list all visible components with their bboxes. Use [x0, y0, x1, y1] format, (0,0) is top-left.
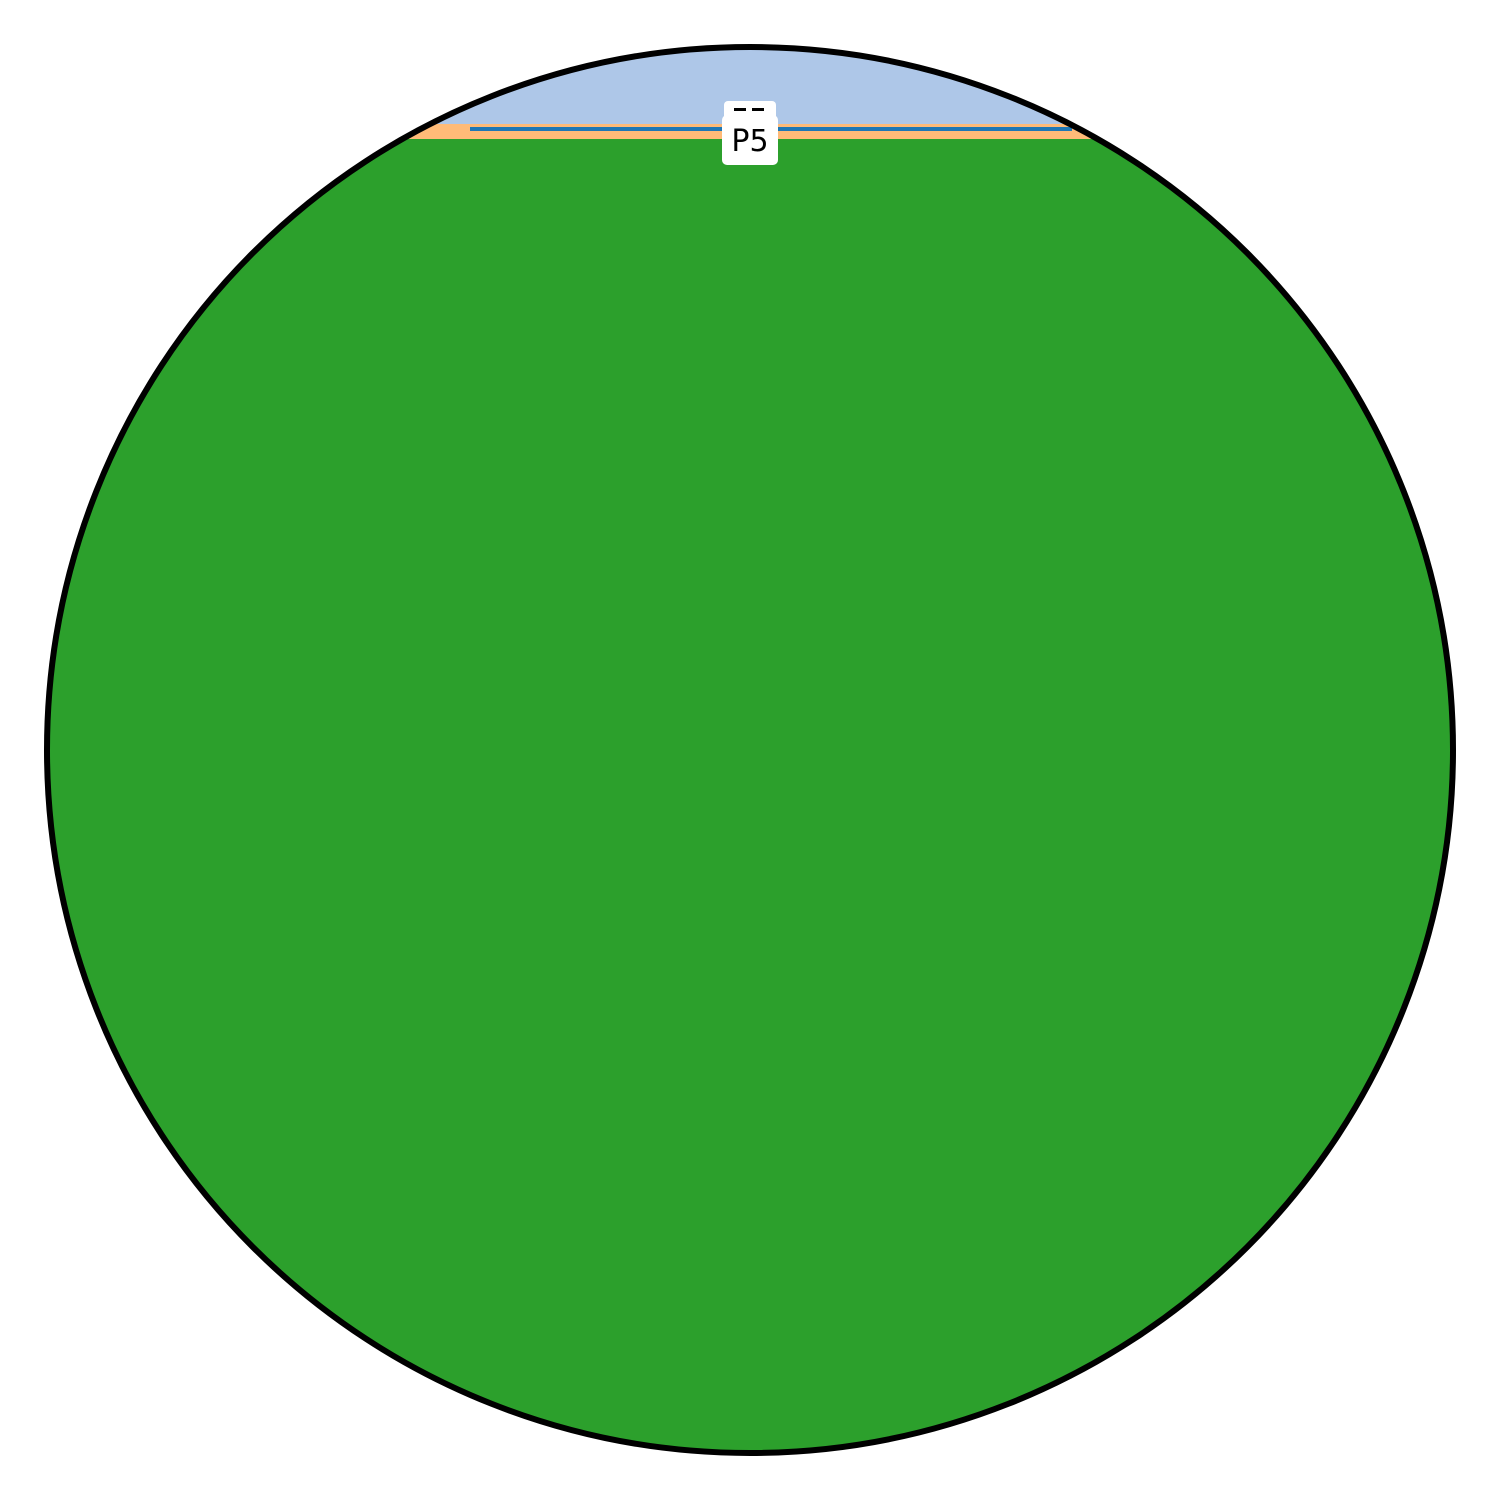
chart-frame	[44, 44, 1456, 1456]
label-p5: P5	[722, 115, 778, 165]
label-p5-box	[722, 115, 778, 165]
label-upper-glyph-left	[734, 108, 746, 111]
label-upper-glyph-right	[752, 108, 764, 111]
label-p5-text: P5	[731, 124, 768, 159]
series-band-green	[47, 139, 1453, 1453]
